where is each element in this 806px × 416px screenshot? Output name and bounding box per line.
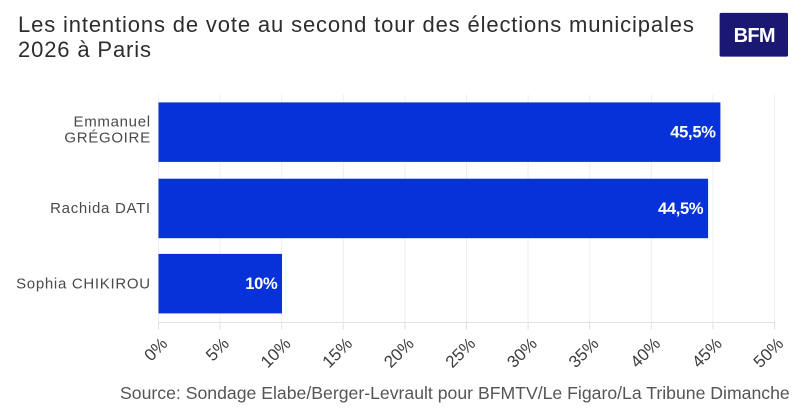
- svg-text:BFM: BFM: [734, 25, 775, 47]
- svg-text:2026 à Paris: 2026 à Paris: [18, 37, 152, 62]
- svg-text:45,5%: 45,5%: [670, 124, 716, 142]
- svg-text:Rachida DATI: Rachida DATI: [50, 200, 151, 217]
- svg-text:44,5%: 44,5%: [658, 200, 704, 218]
- svg-text:Emmanuel: Emmanuel: [74, 113, 151, 130]
- svg-text:Les intentions de vote au seco: Les intentions de vote au second tour de…: [18, 12, 695, 37]
- svg-text:Sophia CHIKIROU: Sophia CHIKIROU: [16, 276, 151, 293]
- svg-text:GRÉGOIRE: GRÉGOIRE: [64, 129, 150, 146]
- svg-text:Source: Sondage Elabe/Berger-L: Source: Sondage Elabe/Berger-Levrault po…: [120, 383, 790, 403]
- svg-text:10%: 10%: [245, 275, 278, 293]
